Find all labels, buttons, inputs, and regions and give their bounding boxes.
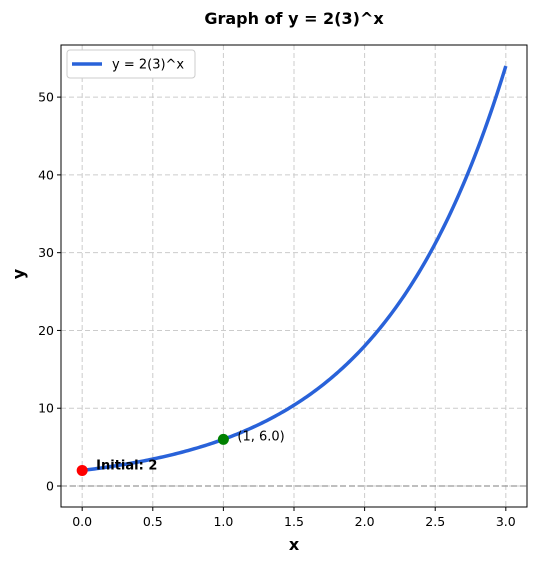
legend: y = 2(3)^x [66,49,196,79]
x-tick-label: 0.0 [72,514,92,529]
point-marker [76,464,88,476]
y-tick-label: 20 [38,323,54,338]
point-marker [217,433,229,445]
y-tick-label: 30 [38,245,54,260]
chart-title: Graph of y = 2(3)^x [204,9,384,28]
point-label: (1, 6.0) [237,429,284,444]
y-axis-label: y [9,268,28,279]
x-tick-label: 2.5 [425,514,445,529]
ticks: 0.0 0.5 1.0 1.5 2.0 2.5 3.0 0 10 20 30 40 50 [38,90,516,529]
x-tick-label: 2.0 [355,514,375,529]
x-tick-label: 3.0 [496,514,516,529]
points: Initial: 2 (1, 6.0) [76,429,285,476]
grid [61,45,527,507]
point-label: Initial: 2 [96,458,157,473]
series-line [81,65,508,473]
y-tick-label: 10 [38,401,54,416]
x-tick-label: 0.5 [143,514,163,529]
y-tick-label: 40 [38,167,54,182]
legend-entry: y = 2(3)^x [112,58,184,73]
x-axis-label: x [289,535,300,554]
legend-box [66,49,196,79]
x-tick-label: 1.0 [213,514,233,529]
y-tick-label: 50 [38,90,54,105]
y-tick-label: 0 [46,479,54,494]
x-tick-label: 1.5 [284,514,304,529]
